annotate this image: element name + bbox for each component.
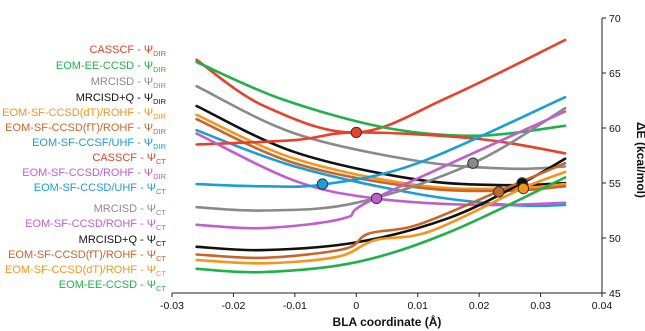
legend-entry-12: EOM-SF-CCSD/ROHF - ΨCT: [25, 218, 166, 232]
x-tick-label: 0.01: [407, 300, 428, 312]
y-tick-label: 45: [609, 288, 621, 300]
series-line-3: [195, 84, 567, 171]
legend-entry-1: CASSCF - ΨDIR: [89, 44, 166, 58]
legend-entry-6: EOM-SF-CCSD(fT)/ROHF - ΨDIR: [5, 122, 166, 136]
x-tick-label: 0.02: [469, 300, 490, 312]
legend-entry-2: EOM-EE-CCSD - ΨDIR: [56, 60, 167, 74]
crossing-point-4: [370, 192, 383, 205]
x-tick-label: 0: [353, 300, 359, 312]
series-line-12: [195, 110, 567, 230]
legend-entry-8: CASSCF - ΨCT: [92, 152, 166, 166]
crossing-point-2: [467, 157, 479, 169]
series-lines: [195, 38, 567, 274]
crossing-point-3: [316, 178, 329, 190]
legend-entry-16: EOM-EE-CCSD - ΨCT: [59, 279, 167, 293]
crossing-point-5: [493, 186, 505, 198]
legend-entry-15: EOM-SF-CCSD(dT)/ROHF - ΨCT: [5, 264, 166, 278]
y-axis-label: ΔE (kcal/mol): [634, 122, 645, 198]
legend: CASSCF - ΨDIR EOM-EE-CCSD - ΨDIR MRCISD - …: [2, 44, 166, 293]
legend-entry-14: EOM-SF-CCSD(fT)/ROHF - ΨCT: [8, 249, 166, 263]
y-tick-label: 50: [609, 233, 621, 245]
x-tick-label: -0.02: [221, 300, 245, 312]
series-line-2: [195, 60, 567, 138]
legend-entry-4: MRCISD+Q - ΨDIR: [76, 92, 167, 106]
legend-entry-9: EOM-SF-CCSD/ROHF - ΨDIR: [22, 167, 166, 181]
x-tick-label: 0.04: [592, 300, 613, 312]
series-line-10: [195, 95, 567, 188]
legend-entry-5: EOM-SF-CCSD(dT)/ROHF - ΨDIR: [2, 107, 166, 121]
x-tick-label: -0.03: [160, 300, 184, 312]
x-tick-label: 0.03: [530, 300, 551, 312]
y-tick-label: 65: [609, 68, 621, 80]
y-tick-label: 55: [609, 178, 621, 190]
legend-entry-13: MRCISD+Q - ΨCT: [79, 234, 167, 248]
x-axis-label: BLA coordinate (Å): [333, 314, 442, 329]
legend-entry-11: MRCISD - ΨCT: [94, 203, 167, 217]
legend-entry-10: EOM-SF-CCSD/UHF - ΨCT: [34, 182, 167, 196]
legend-entry-7: EOM-SF-CCSF/UHF - ΨDIR: [32, 137, 167, 151]
series-line-16: [195, 176, 567, 274]
crossing-point-1: [350, 126, 362, 139]
crossing-points: [316, 126, 530, 205]
legend-entry-3: MRCISD - ΨDIR: [91, 76, 167, 90]
x-tick-label: -0.01: [283, 300, 307, 312]
y-tick-label: 60: [609, 123, 621, 135]
y-tick-label: 70: [609, 13, 621, 25]
series-line-11: [195, 106, 567, 212]
crossing-point-7: [517, 182, 530, 195]
